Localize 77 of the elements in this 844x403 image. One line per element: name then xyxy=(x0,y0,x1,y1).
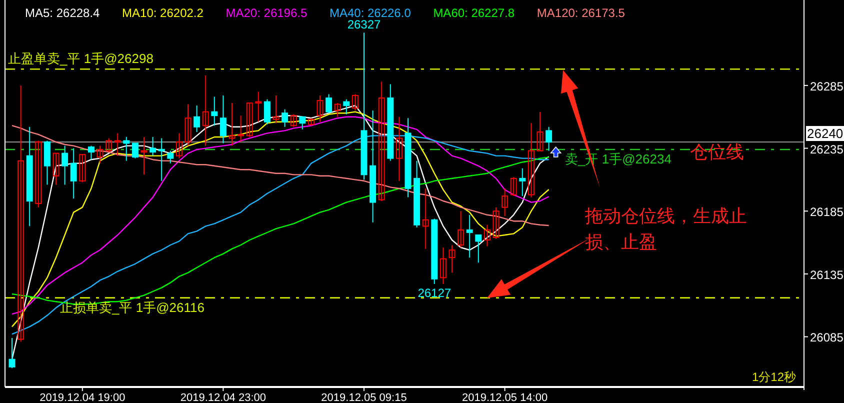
x-tick-label: 2019.12.04 23:00 xyxy=(180,392,266,403)
candlestick xyxy=(536,111,544,152)
candlestick xyxy=(528,122,534,198)
candlestick xyxy=(378,81,385,202)
text: MA5: 26228.4 xyxy=(25,6,100,20)
candlestick xyxy=(519,168,526,197)
candlestick xyxy=(396,116,402,182)
candlestick xyxy=(510,176,517,197)
candlestick xyxy=(167,150,174,164)
candlestick xyxy=(96,145,104,164)
candlestick xyxy=(123,136,130,162)
candlestick xyxy=(211,96,218,126)
text: MA120: 26173.5 xyxy=(536,6,626,20)
candlestick xyxy=(448,244,456,274)
candlestick xyxy=(475,234,482,264)
candlestick xyxy=(290,114,297,128)
candlestick xyxy=(264,98,270,125)
candlestick xyxy=(272,94,280,124)
candlestick xyxy=(228,102,236,146)
annotation: 26327 xyxy=(347,18,382,32)
candlestick xyxy=(184,104,192,146)
text: MA60: 26227.8 xyxy=(433,6,515,20)
candlestick xyxy=(35,140,42,208)
text: MA20: 26196.5 xyxy=(226,6,308,20)
candlestick xyxy=(246,102,253,138)
candlestick xyxy=(194,105,200,132)
text: 拖动仓位线，生成止损、止盈 xyxy=(584,206,747,252)
text: MA10: 26202.2 xyxy=(122,6,204,20)
x-tick-label: 2019.12.05 09:15 xyxy=(321,392,407,403)
text: 1分12秒 xyxy=(752,370,796,384)
y-tick-label: 26085 xyxy=(810,330,844,345)
candlestick xyxy=(220,94,226,144)
y-tick-label: 26185 xyxy=(810,205,844,220)
candlestick xyxy=(18,84,24,342)
candlestick xyxy=(326,94,332,114)
x-tick-label: 2019.12.05 14:00 xyxy=(462,392,548,403)
candlestick xyxy=(62,145,68,186)
candlestick xyxy=(176,132,182,159)
annotation: 26127 xyxy=(418,286,452,300)
candlestick xyxy=(352,94,358,112)
ref-line-label: 26240 xyxy=(807,126,844,141)
candlestick xyxy=(106,138,112,153)
candlestick xyxy=(440,247,446,284)
candlestick xyxy=(150,136,156,156)
ref-line-label: 止损单卖_平 1手@26116 xyxy=(60,300,204,315)
x-tick-label: 2019.12.04 19:00 xyxy=(40,392,126,403)
candlestick xyxy=(202,74,209,146)
candlestick xyxy=(8,337,16,369)
candlestick xyxy=(79,154,86,183)
candlestick xyxy=(255,91,262,122)
y-tick-label: 26235 xyxy=(810,142,844,156)
candlestick xyxy=(282,108,288,128)
candlestick xyxy=(334,102,341,118)
text: MA40: 26226.0 xyxy=(329,6,412,20)
y-tick-label: 26135 xyxy=(810,268,844,282)
candlestick xyxy=(343,98,350,115)
candlestick xyxy=(492,206,500,240)
candlestick xyxy=(546,126,552,152)
candlestick xyxy=(70,148,77,200)
candlestick xyxy=(114,132,121,156)
y-tick-label: 26285 xyxy=(810,79,844,94)
candlestick xyxy=(238,115,244,142)
candlestick xyxy=(140,136,148,176)
candlestick xyxy=(422,188,429,250)
ref-line-label: 止盈单卖_平 1手@26298 xyxy=(8,51,154,66)
candlestick xyxy=(132,142,138,159)
candlestick xyxy=(88,145,94,160)
candlestick xyxy=(158,138,165,182)
candlestick xyxy=(458,210,464,248)
candlestick xyxy=(484,224,490,247)
candlestick xyxy=(52,152,60,186)
candlestick xyxy=(466,214,473,258)
candlestick xyxy=(502,188,508,217)
candlestick xyxy=(44,140,50,186)
candlestick xyxy=(316,94,324,122)
candlestick xyxy=(299,116,306,130)
text: 仓位线 xyxy=(690,142,744,162)
